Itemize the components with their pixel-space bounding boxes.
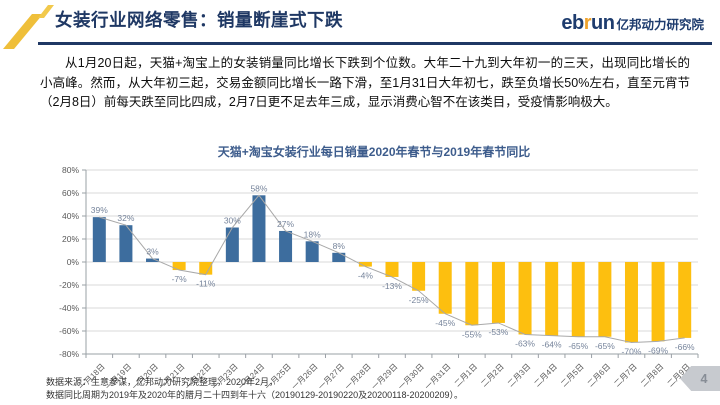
page-number: 4 [700,371,708,386]
y-axis-label: 20% [62,234,79,244]
data-label: -65% [568,341,588,351]
data-label: 27% [277,219,294,229]
logo-cn-name: 亿邦动力研究院 [616,18,704,32]
data-label: 39% [91,205,108,215]
data-label: -13% [382,281,402,291]
data-label: -65% [595,341,615,351]
bar [305,241,319,262]
data-label: 58% [250,183,267,193]
bar [545,262,559,336]
bar [199,262,213,275]
x-axis-label: 二月4日 [533,362,559,388]
data-label: -55% [462,329,482,339]
bar [412,262,426,291]
bar [279,230,293,262]
logo-wordmark: ebrun [561,12,615,35]
slash-large [3,14,43,49]
bar [491,262,505,323]
bar [571,262,585,337]
period-line: 数据同比周期为2019年及2020年的腊月二十四到年十六（20190129-20… [46,389,464,400]
slash-small [38,5,54,18]
page-title: 女装行业网络零售：销量断崖式下跌 [55,10,343,30]
bar [385,262,399,277]
data-label: -4% [358,271,374,281]
data-label: -63% [515,338,535,348]
data-label: 32% [117,213,134,223]
sales-yoy-chart: 天猫+淘宝女装行业每日销量2020年春节与2019年春节同比 80% 60% 40%… [38,143,710,400]
data-label: -45% [435,318,455,328]
y-axis-label: 60% [62,188,79,198]
y-axis-label: -20% [59,280,79,290]
chart-canvas: 80% 60% 40% 20% 0% -20% -40% -60% -80% 39% 32% 3% -7… [59,165,699,392]
data-label: 30% [224,216,241,226]
y-axis-label: -60% [59,326,79,336]
y-axis-label: 0% [67,257,80,267]
bar [358,262,372,267]
y-axis-label: 40% [62,211,79,221]
bar [651,262,665,342]
chart-title: 天猫+淘宝女装行业每日销量2020年春节与2019年春节同比 [217,145,531,159]
bar [252,195,266,262]
header-divider [38,42,712,45]
y-axis-label: -80% [59,349,79,359]
data-label: -53% [489,327,509,337]
bar [678,262,692,338]
bar [146,258,160,262]
y-axis-label: -40% [59,303,79,313]
bar [92,217,106,262]
data-label: -7% [172,274,188,284]
data-label: 8% [333,241,346,251]
x-axis-label: 二月2日 [479,362,505,388]
bar [225,227,239,262]
x-axis-label: 二月5日 [559,362,585,388]
bar [438,262,452,314]
ebrun-logo: ebrun 亿邦动力研究院 [561,12,704,35]
bar [119,225,133,262]
source-line: 数据来源：生意参谋，亿邦动力研究院整理，2020年2月， [46,377,279,387]
bar [624,262,638,343]
trend-line [99,194,685,344]
y-axis-label: 80% [62,165,79,175]
data-label: -66% [675,342,695,352]
data-label: -25% [409,295,429,305]
x-axis-label: 二月6日 [586,362,612,388]
x-axis-label: 二月3日 [506,362,532,388]
bar [172,262,186,271]
data-label: 18% [304,229,321,239]
data-source-note: 数据来源：生意参谋，亿邦动力研究院整理，2020年2月， 数据同比周期为2019… [46,376,463,401]
bar [598,262,612,337]
logo-r-accent: r [583,12,592,34]
data-label: -70% [622,347,642,357]
data-label: 3% [146,247,159,257]
data-label: -11% [196,279,216,289]
bar [332,252,346,262]
body-paragraph: 从1月20日起，天猫+淘宝上的女装销量同比增长下跌到个位数。大年二十九到大年初一… [40,56,690,109]
logo-eb: eb [561,12,584,34]
x-axis-label: 二月8日 [639,362,665,388]
gold-slash-icon [3,5,54,49]
data-label: -64% [542,340,562,350]
data-label: -69% [648,345,668,355]
bar [518,262,532,335]
x-axis-label: 二月7日 [612,362,638,388]
bar [465,262,479,326]
logo-un: un [591,12,615,34]
